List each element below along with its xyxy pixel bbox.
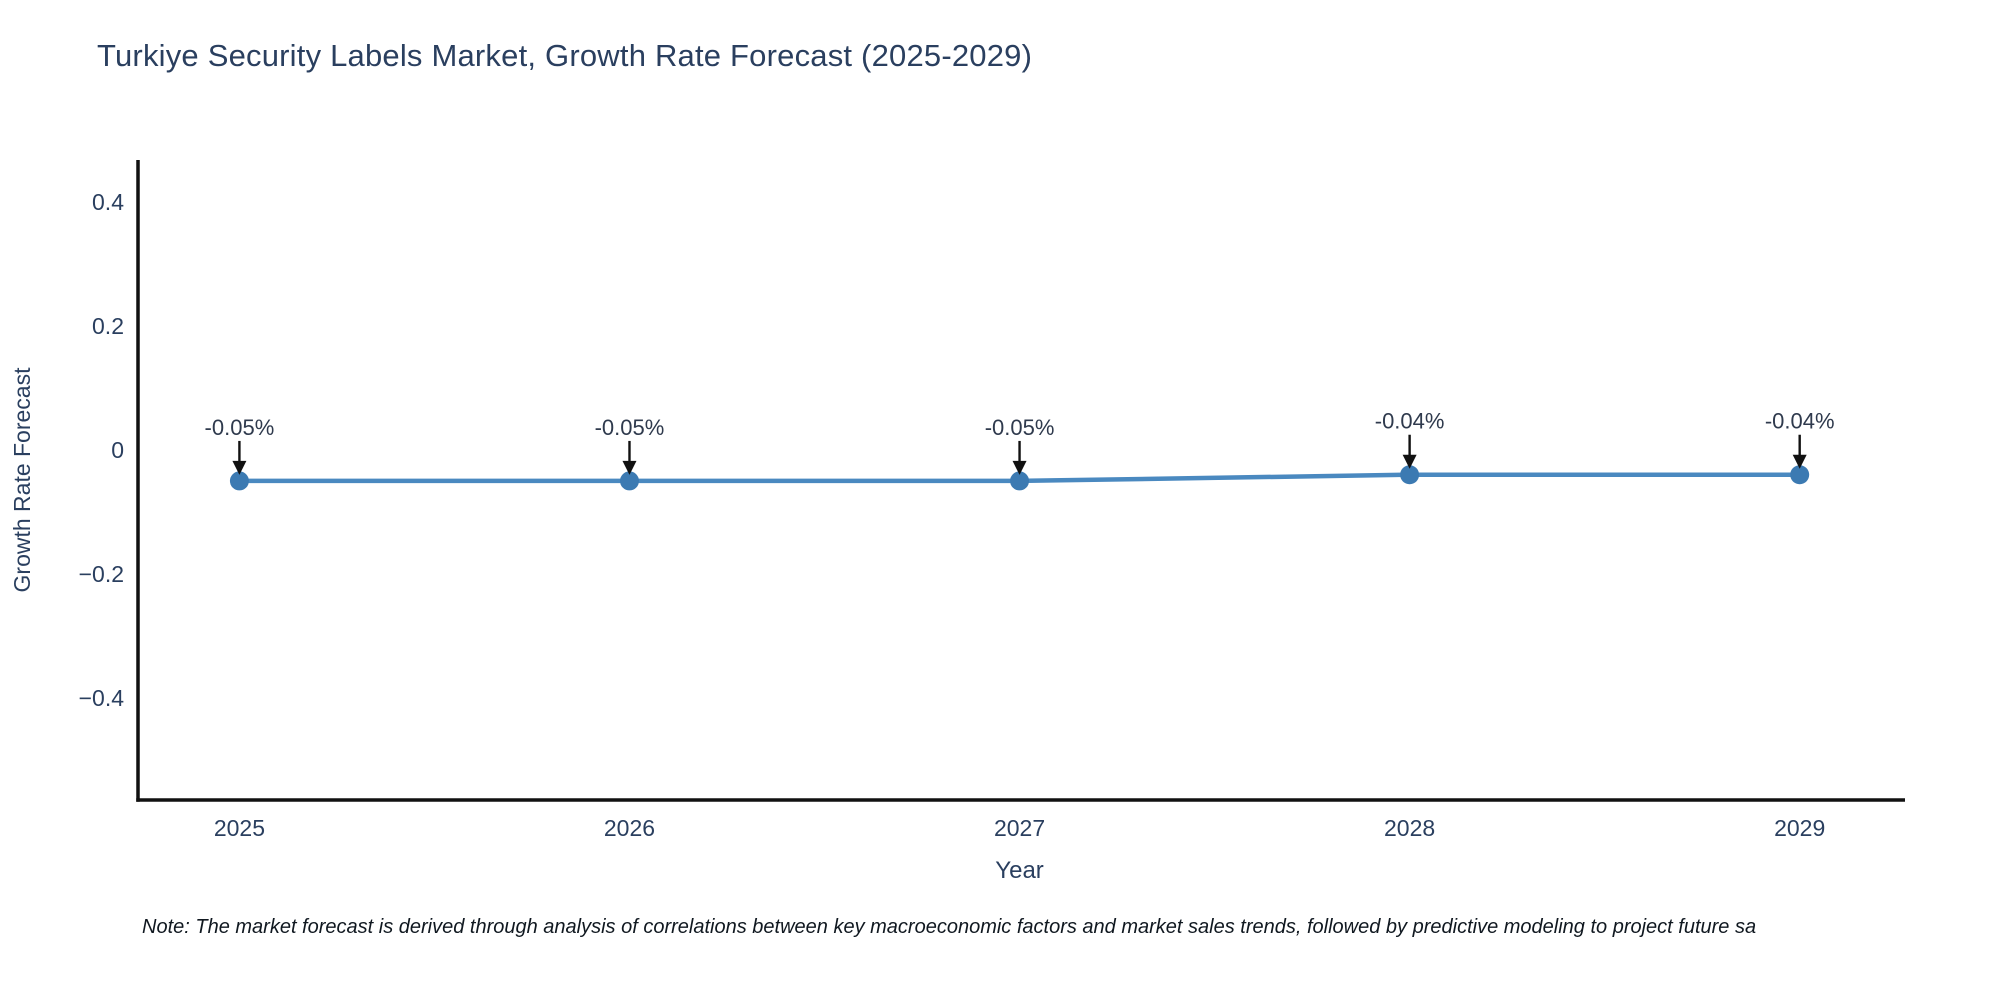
data-point-label: -0.05%	[205, 415, 275, 440]
annotation-arrowhead	[622, 460, 637, 475]
y-tick-label: −0.4	[79, 685, 125, 711]
data-point-label: -0.04%	[1765, 409, 1835, 434]
x-axis-title: Year	[995, 857, 1044, 884]
data-point-label: -0.04%	[1375, 409, 1445, 434]
annotation-arrowhead	[1012, 460, 1027, 475]
y-tick-label: 0.2	[92, 313, 124, 339]
annotation-arrowhead	[1402, 454, 1417, 469]
x-tick-label: 2028	[1384, 815, 1435, 841]
y-axis-title: Growth Rate Forecast	[9, 367, 35, 593]
data-point-marker	[1790, 465, 1810, 485]
data-point-marker	[1010, 471, 1030, 491]
data-point-label: -0.05%	[595, 415, 665, 440]
annotation-arrowhead	[1792, 454, 1807, 469]
annotation-arrowhead	[232, 460, 247, 475]
data-point-label: -0.05%	[985, 415, 1055, 440]
x-tick-label: 2027	[994, 815, 1045, 841]
chart-footnote: Note: The market forecast is derived thr…	[142, 916, 1757, 938]
x-tick-label: 2026	[604, 815, 655, 841]
data-point-marker	[619, 471, 639, 491]
y-tick-label: 0.4	[92, 189, 124, 215]
y-tick-label: −0.2	[79, 561, 124, 587]
y-tick-label: 0	[111, 437, 124, 463]
data-point-marker	[229, 471, 249, 491]
x-tick-label: 2029	[1774, 815, 1825, 841]
chart-title: Turkiye Security Labels Market, Growth R…	[97, 38, 1033, 73]
data-point-marker	[1400, 465, 1420, 485]
x-tick-label: 2025	[214, 815, 265, 841]
